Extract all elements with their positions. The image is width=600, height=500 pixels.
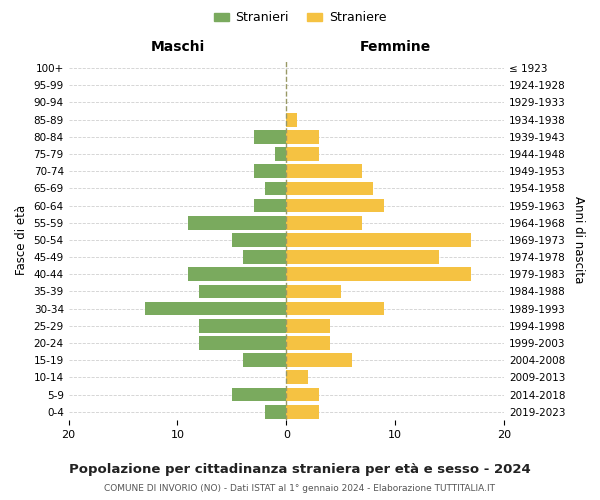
Bar	[275, 147, 286, 161]
Bar	[286, 147, 319, 161]
Y-axis label: Anni di nascita: Anni di nascita	[572, 196, 585, 284]
Bar	[199, 336, 286, 350]
Bar	[286, 319, 330, 332]
Bar	[232, 233, 286, 247]
Bar	[286, 233, 471, 247]
Bar	[286, 164, 362, 178]
Bar	[286, 216, 362, 230]
Bar	[265, 182, 286, 196]
Bar	[286, 354, 352, 367]
Bar	[254, 130, 286, 143]
Y-axis label: Fasce di età: Fasce di età	[15, 205, 28, 275]
Bar	[286, 302, 384, 316]
Bar	[286, 130, 319, 143]
Bar	[145, 302, 286, 316]
Bar	[243, 250, 286, 264]
Bar	[286, 370, 308, 384]
Bar	[286, 250, 439, 264]
Bar	[199, 284, 286, 298]
Bar	[265, 405, 286, 418]
Bar	[188, 216, 286, 230]
Bar	[286, 388, 319, 402]
Text: COMUNE DI INVORIO (NO) - Dati ISTAT al 1° gennaio 2024 - Elaborazione TUTTITALIA: COMUNE DI INVORIO (NO) - Dati ISTAT al 1…	[104, 484, 496, 493]
Text: Popolazione per cittadinanza straniera per età e sesso - 2024: Popolazione per cittadinanza straniera p…	[69, 462, 531, 475]
Bar	[254, 164, 286, 178]
Bar	[286, 182, 373, 196]
Bar	[286, 268, 471, 281]
Bar	[199, 319, 286, 332]
Bar	[243, 354, 286, 367]
Bar	[286, 405, 319, 418]
Bar	[254, 198, 286, 212]
Bar	[286, 336, 330, 350]
Legend: Stranieri, Straniere: Stranieri, Straniere	[209, 6, 391, 29]
Bar	[232, 388, 286, 402]
Bar	[286, 113, 297, 126]
Bar	[286, 284, 341, 298]
Bar	[286, 198, 384, 212]
Bar	[188, 268, 286, 281]
